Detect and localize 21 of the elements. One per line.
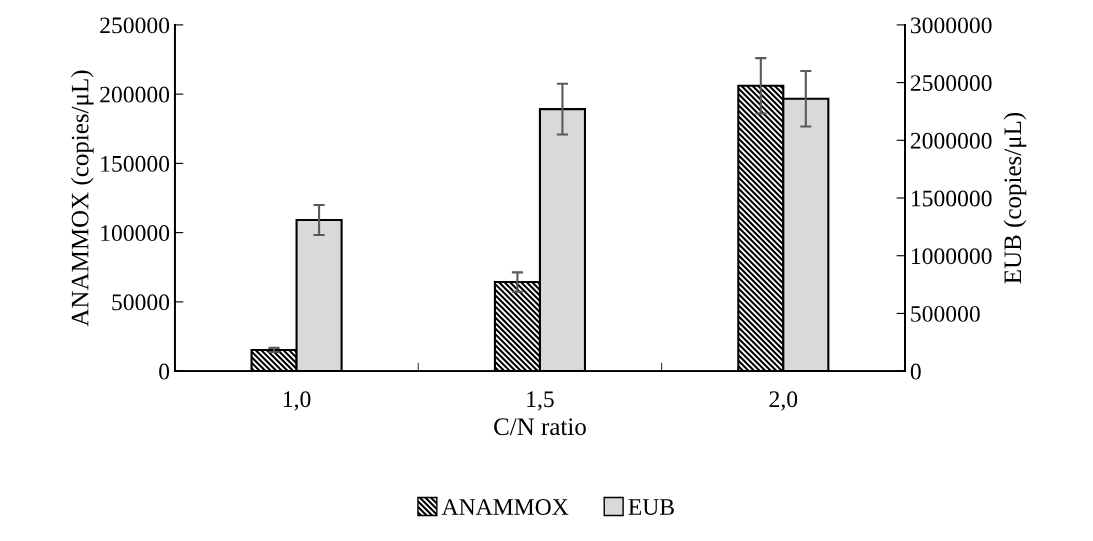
y2-tick-label: 500000 (911, 305, 980, 322)
y-tick-label: 200000 (100, 86, 170, 103)
legend-label: ANAMMOX (441, 499, 569, 515)
y2-tick-label: 1500000 (911, 190, 992, 207)
x-axis-title: C/N ratio (494, 418, 586, 436)
y-tick-label: 50000 (112, 294, 170, 311)
y-tick-label: 0 (159, 363, 170, 380)
x-tick-label: 1,0 (283, 391, 311, 411)
y-tick-label: 150000 (101, 155, 170, 172)
y-tick-label: 250000 (100, 17, 170, 34)
y-tick-label: 100000 (101, 225, 170, 242)
y-axis-title: ANAMMOX (copies/μL) (70, 70, 94, 327)
x-tick-label: 1,5 (527, 391, 554, 411)
y2-tick-label: 1000000 (911, 248, 992, 265)
y2-tick-label: 3000000 (910, 17, 992, 34)
legend-label: EUB (628, 499, 674, 515)
y2-axis-title: EUB (copies/μL) (1003, 112, 1027, 284)
y2-tick-label: 2000000 (910, 132, 992, 149)
x-tick-label: 2,0 (769, 391, 798, 411)
y2-tick-label: 0 (910, 363, 921, 380)
y2-tick-label: 2500000 (910, 75, 992, 92)
